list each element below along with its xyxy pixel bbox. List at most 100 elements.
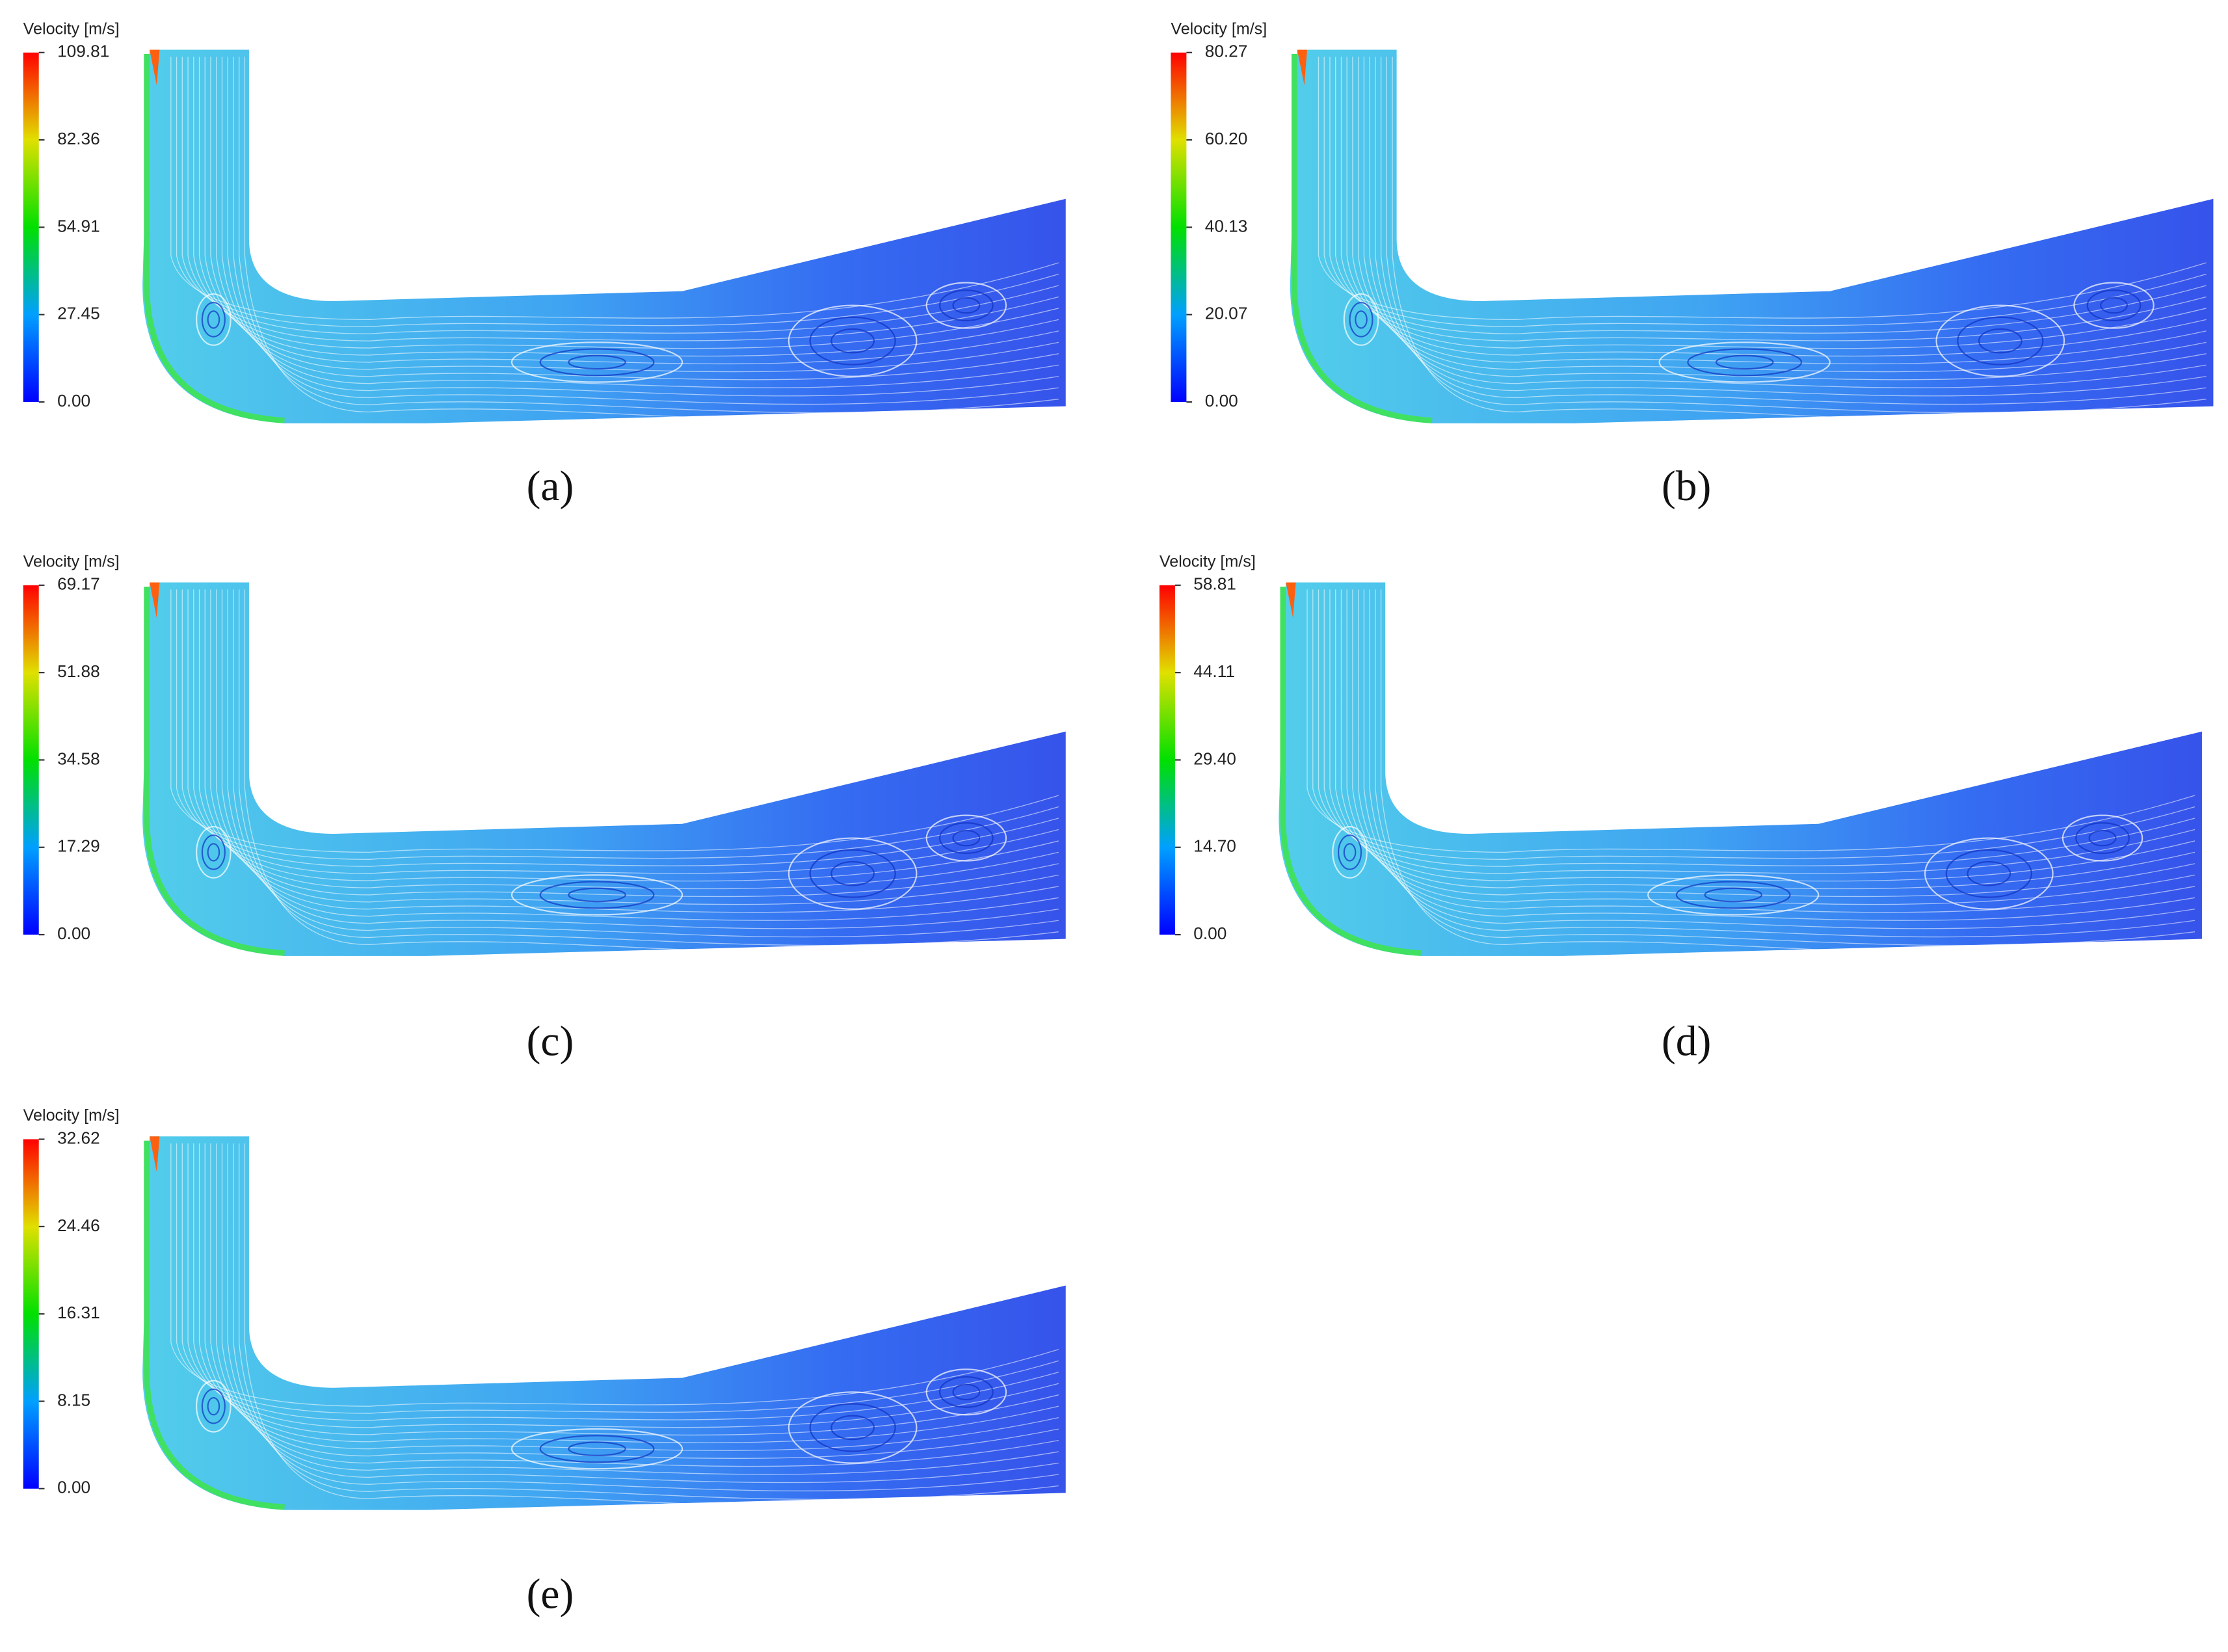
streamline [1357,57,2207,373]
streamline [238,57,1059,414]
inlet-hot [150,1136,160,1172]
streamline [238,589,1059,946]
colorbar-tick-label: 109.81 [57,42,109,61]
colorbar [1159,585,1175,935]
colorbar [23,52,39,403]
colorbar [23,1139,39,1489]
colorbar-tick-label: 0.00 [1205,391,1238,410]
streamline [1380,57,2207,405]
vortex [1675,881,1791,909]
colorbar-tick-label: 58.81 [1193,574,1236,594]
streamline [1357,589,2195,921]
wall-jet [1292,53,1433,423]
vortex [939,822,994,854]
streamline [1340,589,2195,898]
vortex [1945,849,2032,898]
colorbar-tick-label: 69.17 [57,574,100,594]
streamline [1375,57,2207,397]
vortex [1658,341,1831,383]
vortex [207,1396,220,1416]
streamline [221,57,1059,388]
colorbar [1171,52,1187,403]
streamline [1375,589,2195,946]
colorbar-tick-label: 0.00 [57,391,90,410]
streamline [244,1143,1059,1509]
streamline [1392,57,2207,422]
streamline [1312,589,2195,860]
flow-domain [1290,49,2214,423]
streamline [210,589,1059,905]
streamline [1363,57,2207,380]
streamline [227,1143,1059,1484]
vortex [1647,874,1820,916]
panel: Velocity [m/s] 69.17 51.88 34.58 17.29 0.00 [23,552,1066,956]
vortex [809,1403,896,1452]
vortex [207,310,220,329]
inlet-hot [1286,582,1296,619]
streamline [176,57,1059,327]
streamline [210,57,1059,373]
inlet-hot [150,582,160,619]
panel-label: (b) [1662,463,1711,510]
flow-domain [142,49,1066,423]
vortex [539,348,655,377]
vortex [201,302,226,338]
colorbar-tick-label: 0.00 [57,924,90,943]
vortex [1343,293,1379,346]
vortex [925,1368,1007,1416]
colorbar-title: Velocity [m/s] [1171,20,1267,38]
colorbar-tick-label: 27.45 [57,304,100,323]
colorbar-title: Velocity [m/s] [23,20,120,38]
vortex [568,887,626,903]
vortex [207,843,220,862]
vortex [1924,837,2054,910]
vortex [201,834,226,870]
colorbar-tick-label: 0.00 [57,1478,90,1497]
vortex [511,1428,683,1470]
vortex [830,328,875,354]
vortex [830,860,875,886]
vortex [2075,822,2130,854]
colorbar-tick-label: 40.13 [1205,216,1248,235]
colorbar [23,585,39,935]
streamline [233,1143,1059,1491]
streamline [216,589,1059,913]
streamline [233,589,1059,938]
vortex [939,1376,994,1408]
streamline [204,589,1059,898]
vortex [511,874,683,916]
vortex [788,1391,918,1464]
vortex [1337,834,1362,870]
colorbar-tick-label: 44.11 [1193,661,1235,681]
colorbar-title: Velocity [m/s] [23,1106,120,1125]
wall-jet [1280,586,1422,956]
vortex [196,826,232,879]
vortex [2100,297,2129,314]
streamline [221,1143,1059,1475]
streamline [1363,589,2195,929]
streamline [1380,589,2195,955]
vortex [1935,304,2065,377]
vortex [809,316,896,366]
streamline [210,1143,1059,1459]
wall-jet [144,53,285,423]
colorbar-tick-label: 16.31 [57,1303,100,1322]
colorbar-tick-label: 60.20 [1205,129,1248,148]
colorbar-tick-label: 82.36 [57,129,100,148]
vortex [1704,887,1762,903]
streamline [244,589,1059,955]
colorbar-tick-label: 20.07 [1205,304,1248,323]
vortex [1332,826,1368,879]
vortex [1957,316,2044,366]
colorbar-tick-label: 29.40 [1193,749,1236,768]
vortex [2062,814,2143,862]
vortex [952,829,981,847]
colorbar-tick-label: 8.15 [57,1390,90,1409]
vortex [1687,348,1803,377]
vortex [2088,829,2117,847]
vortex [809,849,896,898]
vortex [568,1441,626,1456]
vortex [1978,328,2022,354]
streamline [238,1143,1059,1500]
